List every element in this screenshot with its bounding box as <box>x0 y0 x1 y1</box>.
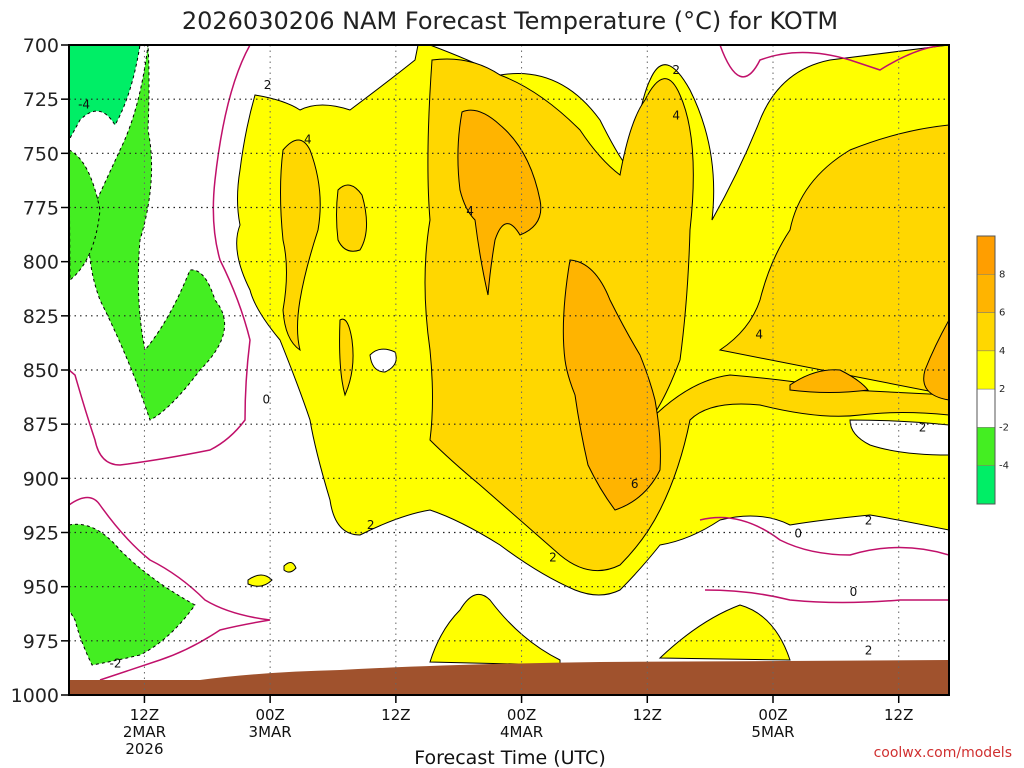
x-tick-label-3: 00Z 4MAR <box>500 706 543 741</box>
contour-label-12: 2 <box>919 421 927 435</box>
x-tick-label-6: 12Z <box>884 706 913 724</box>
warm-region-blob-1 <box>247 574 273 587</box>
contour-label-5: -2 <box>110 657 122 671</box>
legend-tick-label-3: 2 <box>999 384 1005 395</box>
zero-contour-lower <box>69 496 271 681</box>
y-tick-label-925: 925 <box>23 523 59 545</box>
cold-region-lower-left <box>69 523 196 666</box>
contour-label-0: -4 <box>78 98 90 112</box>
legend-tick-label-1: 6 <box>999 308 1005 319</box>
y-tick-label-700: 700 <box>23 35 59 57</box>
cold-region-upper-left <box>69 45 226 421</box>
y-tick-label-775: 775 <box>23 198 59 220</box>
warm-region-4-6-mid-cell <box>336 184 367 252</box>
chart-title: 2026030206 NAM Forecast Temperature (°C)… <box>182 7 838 35</box>
y-tick-label-875: 875 <box>23 414 59 436</box>
y-tick-label-725: 725 <box>23 89 59 111</box>
warm-region-4-6-upper-right <box>718 124 949 396</box>
zero-degree-contours <box>69 45 949 681</box>
contour-label-2: 4 <box>304 132 312 146</box>
contour-label-16: 2 <box>865 644 873 658</box>
legend-swatch-6 <box>976 465 996 505</box>
y-tick-label-950: 950 <box>23 577 59 599</box>
zero-contour-top-right <box>719 45 949 78</box>
warm-region-blob-2 <box>283 562 297 573</box>
contour-label-15: 0 <box>850 585 858 599</box>
zero-contour-bottom <box>704 589 949 604</box>
x-axis-label: Forecast Time (UTC) <box>414 747 605 768</box>
legend-swatch-1 <box>976 274 996 313</box>
y-tick-label-900: 900 <box>23 468 59 490</box>
x-tick-label-5: 00Z 5MAR <box>751 706 794 741</box>
legend-swatch-0 <box>976 235 996 275</box>
x-tick-label-1: 00Z 3MAR <box>249 706 292 741</box>
contour-label-4: 0 <box>263 392 271 406</box>
contour-label-1: 2 <box>264 78 272 92</box>
legend-swatch-4 <box>976 388 996 428</box>
contour-labels: -4 2 4 4 0 -2 2 2 6 2 4 4 2 0 2 0 2 <box>78 63 927 671</box>
warm-region-low-right <box>658 604 791 661</box>
warm-region-4-6 <box>424 58 949 572</box>
warm-region-6-8-lower <box>562 259 661 511</box>
credit-link[interactable]: coolwx.com/models <box>874 745 1012 761</box>
y-tick-label-975: 975 <box>23 631 59 653</box>
contour-label-14: 2 <box>865 514 873 528</box>
contour-label-9: 2 <box>672 63 680 77</box>
legend-tick-label-0: 8 <box>999 269 1005 280</box>
x-axis: 12Z 2MAR 2026 00Z 3MAR 12Z 00Z 4MAR 12Z 00Z 5MAR 12… <box>123 695 913 758</box>
contour-label-10: 4 <box>672 109 680 123</box>
contour-label-11: 4 <box>755 327 763 341</box>
warm-region-6-8-right <box>789 369 869 393</box>
contour-label-7: 2 <box>549 551 557 565</box>
contour-label-8: 6 <box>631 477 639 491</box>
y-tick-label-800: 800 <box>23 252 59 274</box>
warm-region-low-left <box>429 593 561 666</box>
cold-region-upper-left-left <box>69 149 101 282</box>
legend-tick-label-4: -2 <box>999 422 1009 433</box>
legend-tick-label-2: 4 <box>999 346 1005 357</box>
legend-tick-label-5: -4 <box>999 461 1009 472</box>
y-axis: 700 725 750 775 800 825 850 875 900 925 950 975 1000 <box>11 35 69 707</box>
color-legend: 8 6 4 2 -2 -4 <box>976 235 1009 505</box>
warm-region-6-8-right-edge <box>923 318 949 401</box>
contour-label-3: 4 <box>466 204 474 218</box>
neutral-hole-2 <box>849 419 949 456</box>
legend-swatch-5 <box>976 427 996 466</box>
grid-layer <box>69 45 949 695</box>
legend-swatch-2 <box>976 312 996 352</box>
x-tick-label-4: 12Z <box>633 706 662 724</box>
legend-swatch-3 <box>976 350 996 390</box>
x-tick-label-0: 12Z 2MAR 2026 <box>123 706 166 758</box>
y-tick-label-850: 850 <box>23 360 59 382</box>
zero-contour-left <box>69 45 251 466</box>
y-tick-label-825: 825 <box>23 306 59 328</box>
legend-frame <box>976 235 996 505</box>
contour-label-6: 2 <box>367 518 375 532</box>
contour-label-13: 0 <box>794 527 802 541</box>
y-tick-label-1000: 1000 <box>11 685 59 707</box>
zero-contour-right-low <box>699 516 949 556</box>
warm-region-4-6-lower-cell <box>339 318 354 397</box>
warm-region-6-8-upper <box>457 109 542 296</box>
ground-surface <box>69 660 949 695</box>
neutral-hole-1 <box>369 348 397 373</box>
y-tick-label-750: 750 <box>23 143 59 165</box>
cold-region-upper-left-deep <box>69 45 141 141</box>
x-tick-label-2: 12Z <box>381 706 410 724</box>
warm-region-4-6-left-cell <box>280 139 321 352</box>
